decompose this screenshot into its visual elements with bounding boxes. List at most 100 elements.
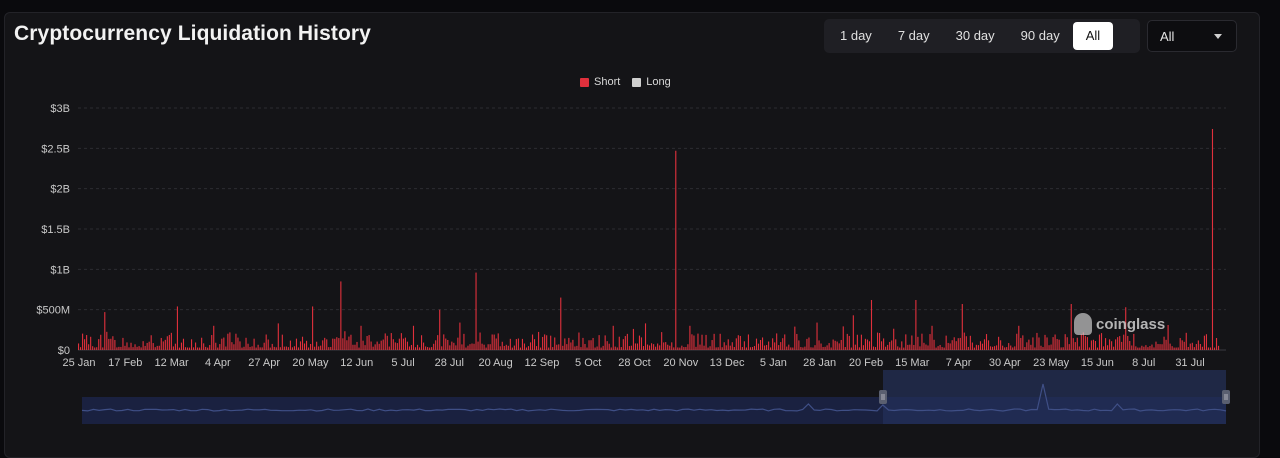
- bar-short: [243, 346, 245, 350]
- x-tick-label: 12 Mar: [154, 357, 189, 369]
- bar-short: [195, 342, 197, 350]
- bar-short: [963, 332, 965, 350]
- bar-short: [427, 347, 429, 350]
- bar-short: [848, 335, 850, 350]
- bar-short: [418, 347, 421, 350]
- bar-short: [840, 339, 842, 350]
- bar-short: [1084, 336, 1086, 350]
- bar-short: [1165, 339, 1167, 350]
- bar-short: [996, 345, 998, 350]
- bar-short: [925, 344, 927, 350]
- coin-select[interactable]: All: [1147, 20, 1237, 52]
- bar-short: [830, 347, 832, 350]
- bar-short: [178, 347, 180, 350]
- bar-short: [241, 347, 243, 350]
- bar-short: [509, 338, 511, 350]
- bar-short: [376, 341, 378, 350]
- bar-short: [778, 345, 780, 350]
- range-30-day-button[interactable]: 30 day: [955, 28, 995, 43]
- bar-short: [866, 339, 869, 350]
- bar-short: [469, 344, 471, 350]
- bar-short: [735, 338, 737, 350]
- navigator-right-handle[interactable]: [1222, 390, 1230, 404]
- bar-short: [887, 344, 889, 350]
- bar-short: [493, 334, 495, 350]
- range-90-day-button[interactable]: 90 day: [1020, 28, 1060, 43]
- bar-short: [1004, 347, 1006, 350]
- bar-short: [372, 346, 374, 350]
- bar-short: [774, 342, 776, 350]
- range-1-day-button[interactable]: 1 day: [840, 28, 872, 43]
- bar-short: [782, 338, 784, 350]
- bar-short: [667, 344, 669, 350]
- bar-short: [362, 340, 364, 350]
- bar-short: [130, 342, 132, 350]
- bar-short: [1145, 345, 1147, 350]
- bar-short: [265, 334, 267, 350]
- bar-short: [651, 343, 653, 350]
- bar-short: [1098, 334, 1101, 350]
- bar-short: [201, 337, 203, 350]
- range-all-button[interactable]: All: [1072, 22, 1114, 50]
- bar-short: [1056, 339, 1058, 350]
- bar-short: [969, 335, 971, 350]
- legend-item-long[interactable]: Long: [632, 76, 671, 88]
- bar-short: [1153, 347, 1155, 350]
- bar-short: [1082, 332, 1084, 350]
- bar-short: [336, 337, 338, 350]
- bar-short: [683, 347, 685, 350]
- bar-short: [600, 347, 602, 350]
- navigator-left-handle[interactable]: [879, 390, 887, 404]
- bar-short: [580, 347, 582, 350]
- bar-short: [1100, 333, 1103, 350]
- bar-short: [979, 341, 982, 350]
- bar-short: [471, 343, 473, 350]
- bar-short: [642, 346, 645, 350]
- bar-short: [271, 343, 273, 350]
- bar-short: [808, 337, 810, 350]
- bar-short: [1018, 325, 1020, 350]
- y-tick-label: $500M: [36, 305, 70, 317]
- bar-short: [388, 346, 390, 350]
- bar-short: [1187, 346, 1189, 350]
- bar-short: [538, 331, 540, 350]
- legend-item-short[interactable]: Short: [580, 76, 620, 88]
- bar-short: [1042, 347, 1044, 350]
- bar-short: [1012, 347, 1014, 350]
- bar-short: [1104, 338, 1107, 350]
- bar-short: [796, 333, 798, 350]
- bar-short: [1197, 340, 1199, 350]
- bar-short: [485, 347, 487, 350]
- bar-short: [519, 347, 521, 350]
- bar-short: [92, 346, 94, 350]
- range-7-day-button[interactable]: 7 day: [897, 28, 930, 43]
- bar-short: [1058, 339, 1060, 350]
- bar-short: [665, 342, 667, 350]
- bar-short: [217, 347, 219, 350]
- bar-short: [197, 347, 199, 350]
- bar-short: [622, 339, 624, 350]
- bar-short: [653, 344, 655, 350]
- bar-short: [1169, 343, 1171, 350]
- bar-short: [267, 339, 269, 350]
- bar-short: [507, 345, 509, 350]
- bar-short: [747, 334, 749, 350]
- bar-short: [741, 347, 743, 350]
- bar-short: [400, 333, 402, 350]
- bar-short: [693, 335, 695, 350]
- bar-short: [998, 336, 1000, 350]
- chevron-down-icon: [1214, 34, 1222, 39]
- bar-short: [523, 343, 526, 350]
- bar-short: [872, 346, 875, 350]
- bar-short: [515, 339, 517, 350]
- bar-short: [279, 347, 281, 350]
- bar-short: [176, 306, 178, 350]
- bar-short: [989, 346, 992, 350]
- bar-short: [929, 334, 931, 350]
- bar-short: [725, 345, 727, 350]
- x-tick-label: 20 Feb: [849, 357, 883, 369]
- bar-short: [644, 323, 647, 350]
- bar-short: [1163, 336, 1165, 350]
- bar-short: [1143, 346, 1145, 350]
